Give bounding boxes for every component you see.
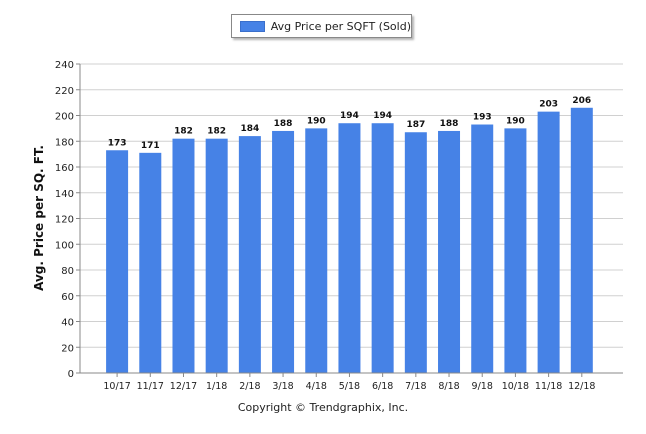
y-tick-label: 80 [61,266,74,277]
y-tick-label: 220 [55,86,74,97]
bar [338,123,361,373]
x-tick-label: 5/18 [339,381,360,392]
y-tick-label: 40 [61,318,74,329]
x-tick-labels: 10/17 11/17 12/17 1/18 2/18 3/18 4/18 5/18 6/18 7… [103,373,595,392]
bar [404,132,427,373]
x-tick-label: 10/18 [502,381,529,392]
x-tick-label: 3/18 [272,381,293,392]
copyright-credit: Copyright © Trendgraphix, Inc. [237,401,409,414]
bar [106,150,129,373]
x-tick-label: 4/18 [306,381,327,392]
y-tick-label: 160 [55,163,74,174]
x-tick-label: 9/18 [472,381,493,392]
x-tick-label: 1/18 [206,381,227,392]
x-tick-label: 7/18 [405,381,426,392]
x-tick-label: 11/17 [137,381,164,392]
bar-value-label: 182 [174,127,193,137]
bar-value-label: 194 [340,111,359,121]
y-axis-label: Avg. Price per SQ. FT. [32,145,46,291]
bar-value-label: 187 [406,120,425,130]
y-tick-label: 120 [55,215,74,226]
legend-swatch [240,20,265,32]
bar-value-label: 184 [240,124,259,134]
bar [238,136,261,373]
y-tick-label: 240 [55,60,74,71]
bar [570,107,593,374]
bar-value-label: 188 [274,119,293,129]
y-tick-label: 0 [68,369,74,380]
legend-label: Avg Price per SQFT (Sold) [270,19,411,33]
x-tick-label: 10/17 [103,381,130,392]
y-tick-label: 180 [55,137,74,148]
x-tick-label: 6/18 [372,381,393,392]
bar [537,111,560,373]
bar [504,128,527,373]
bar-value-label: 188 [440,119,459,129]
bar [139,152,162,373]
bars [106,107,593,374]
y-tick-label: 20 [61,343,74,354]
y-tick-labels: 0 20 40 60 80 100 120 140 160 180 200 220 240 [55,60,80,380]
bar-value-label: 190 [506,116,525,126]
y-tick-label: 60 [61,292,74,303]
x-tick-label: 8/18 [438,381,459,392]
bar-value-label: 206 [572,96,591,106]
bar-value-label: 190 [307,116,326,126]
bar [205,138,228,373]
y-tick-label: 200 [55,112,74,123]
bar-value-label: 171 [141,141,160,151]
bar-value-label: 193 [473,113,492,123]
x-tick-label: 12/18 [568,381,595,392]
bar [305,128,328,373]
bar [371,123,394,373]
y-tick-label: 140 [55,189,74,200]
x-tick-label: 11/18 [535,381,562,392]
bar [471,124,494,373]
bar-value-label: 203 [539,100,558,110]
bar [172,138,195,373]
y-tick-label: 100 [55,240,74,251]
bar-value-label: 182 [207,127,226,137]
bar-value-label: 173 [108,138,127,148]
bar-value-label: 194 [373,111,392,121]
legend: Avg Price per SQFT (Sold) [231,14,412,38]
x-tick-label: 12/17 [170,381,197,392]
bar [272,130,295,373]
bar [438,130,461,373]
x-tick-label: 2/18 [239,381,260,392]
data-labels: 173 171 182 182 184 188 190 194 194 187 188 193 190 2… [108,96,592,151]
